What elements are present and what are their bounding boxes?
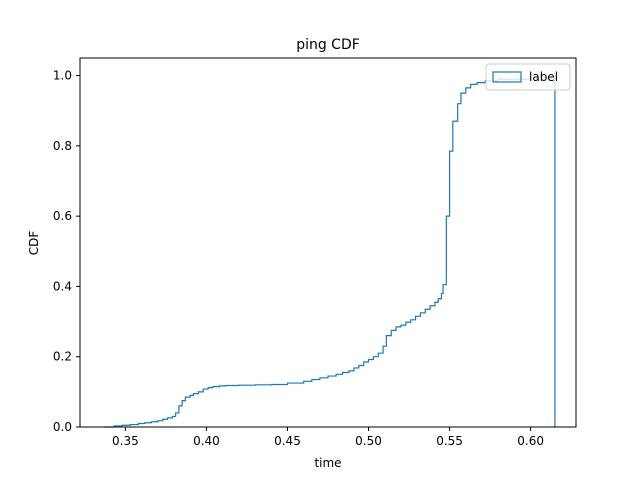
x-tick-label: 0.55 [436, 434, 463, 448]
x-tick-label: 0.45 [274, 434, 301, 448]
x-tick-label: 0.60 [517, 434, 544, 448]
x-axis-title: time [314, 456, 341, 470]
x-tick-label: 0.35 [112, 434, 139, 448]
chart-title: ping CDF [296, 37, 360, 53]
y-tick-label: 1.0 [53, 69, 72, 83]
y-tick-label: 0.8 [53, 139, 72, 153]
legend-box [485, 63, 571, 91]
y-axis-title: CDF [27, 231, 41, 256]
y-tick-label: 0.4 [53, 279, 72, 293]
plot-area [104, 75, 556, 428]
y-tick-label: 0.0 [53, 420, 72, 434]
x-tick-label: 0.50 [355, 434, 382, 448]
x-tick-label: 0.40 [193, 434, 220, 448]
y-tick-label: 0.6 [53, 209, 72, 223]
legend: label [485, 63, 571, 91]
axes-frame [79, 57, 577, 428]
legend-entry-label: label [529, 70, 558, 84]
series-line-0 [104, 75, 556, 428]
legend-swatch [492, 71, 522, 83]
y-tick-label: 0.2 [53, 350, 72, 364]
axes: 0.35 0.40 0.45 0.50 0.55 0.60 0.0 0.2 0.4 0.6 0.8 1… [53, 57, 577, 448]
